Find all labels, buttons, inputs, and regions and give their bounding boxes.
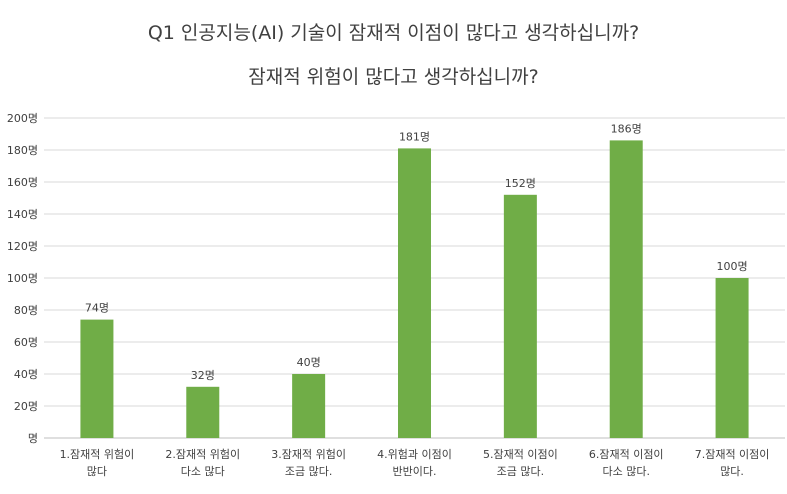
y-tick-label: 160명 [7, 176, 38, 189]
bar [80, 319, 114, 438]
bar [503, 194, 537, 438]
x-tick-label: 조금 많다. [497, 465, 544, 478]
bar [609, 140, 643, 438]
data-label: 100명 [717, 260, 748, 273]
y-tick-label: 120명 [7, 240, 38, 253]
x-tick-label: 3.잠재적 위험이 [271, 448, 346, 461]
x-tick-label: 6.잠재적 이점이 [589, 448, 664, 461]
data-label: 181명 [399, 130, 430, 143]
x-tick-label: 1.잠재적 위험이 [60, 448, 135, 461]
x-tick-label: 7.잠재적 이점이 [695, 448, 770, 461]
data-label: 186명 [611, 122, 642, 135]
bar [398, 148, 431, 438]
y-tick-label: 명 [28, 432, 38, 445]
data-label: 74명 [85, 302, 109, 315]
y-tick-label: 180명 [7, 144, 38, 157]
x-tick-label: 반반이다. [393, 465, 437, 478]
data-label: 32명 [191, 369, 215, 382]
x-tick-label: 조금 많다. [285, 465, 332, 478]
bar [715, 278, 749, 438]
bar [186, 386, 220, 438]
y-tick-label: 80명 [14, 304, 38, 317]
y-tick-label: 200명 [7, 112, 38, 125]
chart-title-line-2: 잠재적 위험이 많다고 생각하십니까? [248, 66, 539, 88]
data-label: 40명 [297, 356, 321, 369]
y-tick-label: 140명 [7, 208, 38, 221]
x-tick-label: 다소 많다. [602, 465, 649, 478]
bar [292, 374, 326, 438]
x-tick-label: 많다 [87, 465, 107, 478]
x-tick-label: 5.잠재적 이점이 [483, 448, 558, 461]
x-tick-label: 2.잠재적 위험이 [165, 448, 240, 461]
chart-title-line-1: Q1 인공지능(AI) 기술이 잠재적 이점이 많다고 생각하십니까? [147, 22, 640, 44]
x-tick-label: 4.위험과 이점이 [377, 448, 452, 461]
y-tick-label: 100명 [7, 272, 38, 285]
x-tick-label: 다소 많다 [181, 465, 225, 478]
data-label: 152명 [505, 177, 536, 190]
y-tick-label: 40명 [14, 368, 38, 381]
y-tick-label: 60명 [14, 336, 38, 349]
y-tick-label: 20명 [14, 400, 38, 413]
x-tick-label: 많다. [720, 465, 744, 478]
